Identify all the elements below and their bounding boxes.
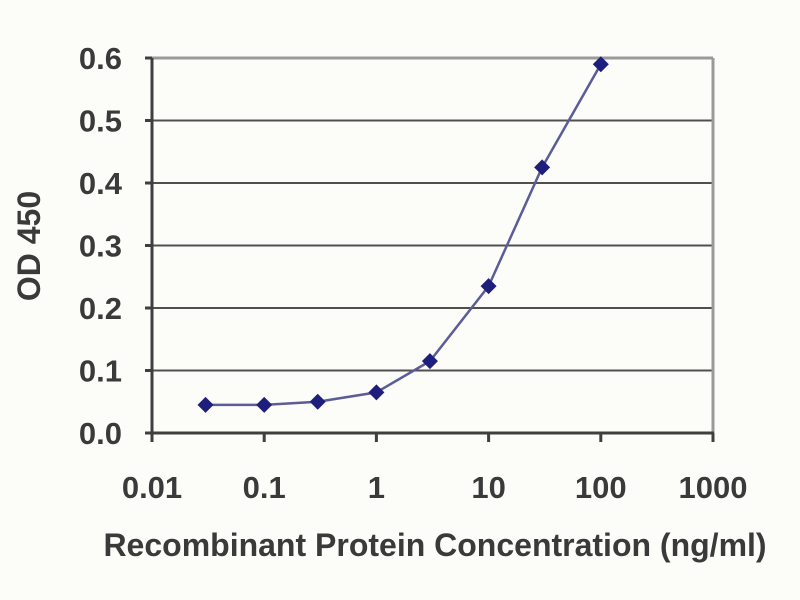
x-tick-label: 0.01 <box>122 470 182 505</box>
data-point-marker <box>256 396 273 413</box>
x-tick-label: 0.1 <box>243 470 286 505</box>
x-tick-labels: 0.01 0.1 1 10 100 1000 <box>122 470 748 505</box>
data-series <box>197 56 609 413</box>
y-tick-label: 0.2 <box>79 291 122 326</box>
data-point-marker <box>197 396 214 413</box>
data-point-marker <box>421 353 438 370</box>
x-tick-label: 1 <box>368 470 385 505</box>
data-point-marker <box>368 384 385 401</box>
y-axis-title: OD 450 <box>11 191 47 301</box>
data-point-marker <box>534 159 551 176</box>
data-point-marker <box>592 56 609 73</box>
x-tick-label: 10 <box>471 470 505 505</box>
y-tick-labels: 0.0 0.1 0.2 0.3 0.4 0.5 0.6 <box>79 41 123 451</box>
y-tick-label: 0.3 <box>79 229 122 264</box>
y-tick-label: 0.5 <box>79 104 122 139</box>
y-tick-label: 0.1 <box>79 354 122 389</box>
data-point-marker <box>309 393 326 410</box>
data-point-marker <box>480 278 497 295</box>
x-axis-title: Recombinant Protein Concentration (ng/ml… <box>103 527 766 563</box>
x-tick-label: 100 <box>575 470 627 505</box>
x-tick-label: 1000 <box>679 470 748 505</box>
gridlines <box>152 119 713 372</box>
axis-ticks <box>145 56 715 442</box>
y-tick-label: 0.4 <box>79 166 123 201</box>
y-tick-label: 0.6 <box>79 41 122 76</box>
y-tick-label: 0.0 <box>79 416 122 451</box>
series-line <box>205 63 602 407</box>
